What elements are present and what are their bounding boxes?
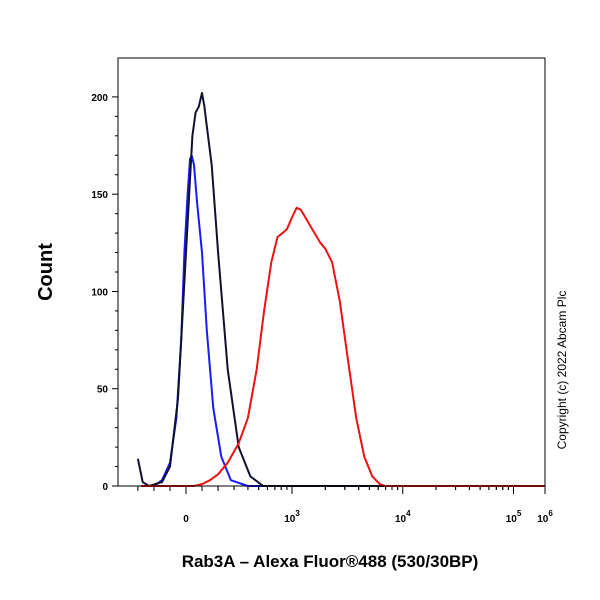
- y-tick-label: 100: [91, 287, 108, 298]
- histogram-series-3: [141, 206, 545, 487]
- x-tick-label: 103: [284, 509, 300, 525]
- histogram-series-2: [136, 92, 545, 487]
- x-tick-label: 106: [537, 509, 553, 525]
- y-tick-label: 50: [97, 385, 109, 396]
- y-axis-ticks: 0 50 100 150 200: [91, 93, 118, 493]
- y-axis-title: Count: [35, 243, 57, 301]
- x-tick-label: 0: [183, 514, 189, 525]
- series-layer: [136, 92, 545, 487]
- copyright-notice: Copyright (c) 2022 Abcam Plc: [555, 291, 569, 450]
- y-tick-label: 200: [91, 93, 108, 104]
- x-axis-title: Rab3A – Alexa Fluor®488 (530/30BP): [182, 552, 479, 571]
- y-tick-label: 150: [91, 190, 108, 201]
- x-tick-label: 104: [395, 509, 411, 525]
- y-tick-label: 0: [102, 482, 108, 493]
- x-tick-label: 105: [506, 509, 522, 525]
- x-axis-ticks: 0 103 104 105 106: [137, 486, 553, 525]
- plot-frame: [117, 57, 546, 487]
